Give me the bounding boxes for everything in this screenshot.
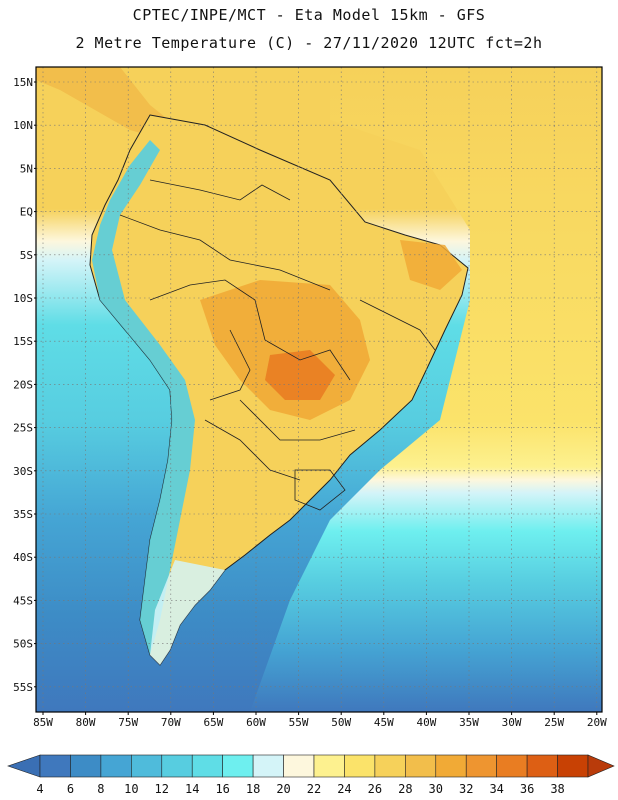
legend-label: 12	[155, 782, 169, 796]
lat-tick-label: 30S	[13, 465, 33, 478]
legend-swatch	[405, 754, 437, 778]
legend-swatch	[283, 754, 315, 778]
legend-swatch	[344, 754, 376, 778]
lat-tick-label: 35S	[13, 508, 33, 521]
lat-tick-label: 5S	[20, 249, 33, 262]
map-subtitle: 2 Metre Temperature (C) - 27/11/2020 12U…	[75, 34, 543, 52]
lon-tick-label: 30W	[502, 716, 522, 729]
legend-label: 32	[459, 782, 473, 796]
legend-label: 38	[550, 782, 564, 796]
legend-swatch	[496, 754, 528, 778]
andes-cold-region	[92, 140, 195, 655]
lon-tick-label: 55W	[289, 716, 309, 729]
legend-label: 6	[67, 782, 74, 796]
lon-tick-label: 40W	[416, 716, 436, 729]
legend-swatch	[435, 754, 467, 778]
lat-tick-label: 20S	[13, 378, 33, 391]
legend-label: 10	[124, 782, 138, 796]
lon-tick-label: 45W	[374, 716, 394, 729]
legend-swatch	[526, 754, 558, 778]
legend-label: 28	[398, 782, 412, 796]
lat-tick-label: 40S	[13, 551, 33, 564]
lat-tick-label: 10S	[13, 292, 33, 305]
lon-tick-label: 60W	[246, 716, 266, 729]
legend-swatch	[100, 754, 132, 778]
lon-tick-label: 75W	[118, 716, 138, 729]
lat-tick-label: 15N	[13, 76, 33, 89]
legend-end-arrow	[587, 754, 615, 778]
legend-label: 16	[215, 782, 229, 796]
hottest-core-region	[265, 350, 335, 400]
legend-label: 4	[36, 782, 43, 796]
lon-tick-label: 20W	[587, 716, 607, 729]
legend-swatch	[374, 754, 406, 778]
map-frame	[35, 66, 603, 713]
patagonia-cool-region	[150, 560, 225, 665]
legend-swatch	[131, 754, 163, 778]
lat-tick-label: 50S	[13, 638, 33, 651]
legend-label: 20	[276, 782, 290, 796]
legend-swatch	[161, 754, 193, 778]
lon-tick-label: 35W	[459, 716, 479, 729]
legend-label: 8	[97, 782, 104, 796]
country-borders	[119, 179, 436, 511]
lon-tick-label: 80W	[76, 716, 96, 729]
legend-swatch	[313, 754, 345, 778]
lat-tick-label: 5N	[20, 162, 33, 175]
legend-label: 24	[337, 782, 351, 796]
northeast-hot-region	[400, 240, 462, 290]
lon-tick-label: 70W	[161, 716, 181, 729]
legend-label: 26	[368, 782, 382, 796]
legend-label: 30	[429, 782, 443, 796]
atlantic-ocean-field	[250, 67, 602, 712]
map-title: CPTEC/INPE/MCT - Eta Model 15km - GFS	[132, 6, 486, 24]
legend-start-arrow	[7, 754, 41, 778]
legend-label: 36	[520, 782, 534, 796]
legend-swatch	[222, 754, 254, 778]
lat-tick-label: 45S	[13, 594, 33, 607]
central-america-land	[36, 67, 175, 140]
legend-swatch	[465, 754, 497, 778]
lon-tick-label: 50W	[331, 716, 351, 729]
lat-tick-label: 15S	[13, 335, 33, 348]
lat-tick-label: 25S	[13, 422, 33, 435]
legend-label: 18	[246, 782, 260, 796]
legend-label: 22	[307, 782, 321, 796]
lon-tick-label: 25W	[544, 716, 564, 729]
legend-label: 34	[489, 782, 503, 796]
legend-swatch	[70, 754, 102, 778]
legend-swatch	[191, 754, 223, 778]
lon-tick-label: 65W	[203, 716, 223, 729]
lat-tick-label: 10N	[13, 119, 33, 132]
legend-swatch	[252, 754, 284, 778]
lon-tick-label: 85W	[33, 716, 53, 729]
legend-label: 14	[185, 782, 199, 796]
lat-tick-label: EQ	[20, 206, 33, 219]
legend-swatch	[39, 754, 71, 778]
lat-tick-label: 55S	[13, 681, 33, 694]
legend-swatch	[557, 754, 589, 778]
